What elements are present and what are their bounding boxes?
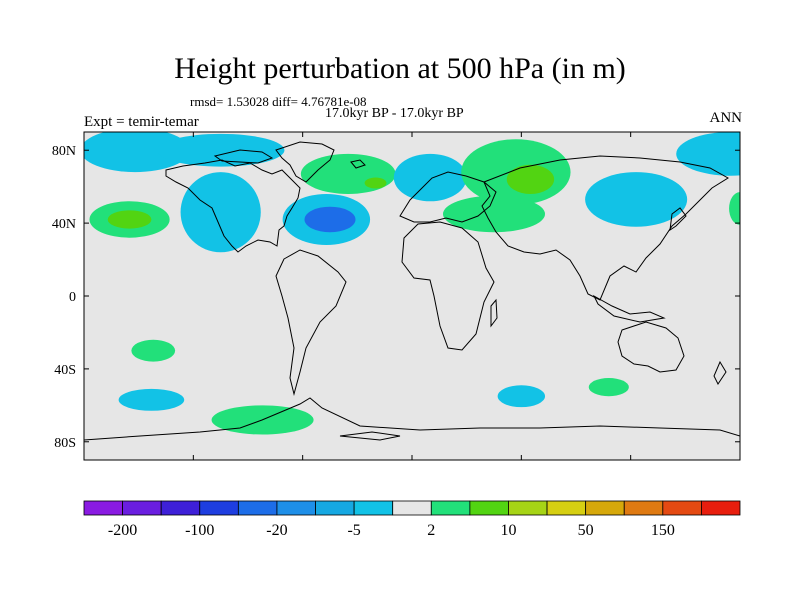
coastline-iceland	[350, 159, 366, 169]
colorbar-box-4	[237, 500, 278, 516]
anomaly-contours	[84, 132, 740, 435]
coastline-indonesia	[592, 294, 666, 323]
colorbar-boxes	[83, 500, 741, 516]
anomaly-region-16	[131, 339, 176, 362]
colorbar-box-11	[508, 500, 548, 516]
colorbar-box-8	[392, 500, 432, 516]
colorbar-box-3	[199, 500, 239, 516]
coastlines	[84, 141, 740, 441]
world-map-plot: 80N40N040S80S180120W60W060E120E180	[52, 131, 741, 461]
colorbar-box-10	[469, 500, 509, 516]
anomaly-region-12	[442, 195, 546, 233]
coastline-madagascar	[490, 298, 498, 328]
rmsd-diff-stats: rmsd= 1.53028 diff= 4.76781e-08	[190, 94, 367, 109]
colorbar-box-13	[585, 500, 625, 516]
anomaly-region-17	[118, 388, 185, 411]
coastline-asia	[481, 155, 729, 301]
anomaly-region-0	[84, 132, 190, 173]
colorbar-label: 2	[427, 522, 435, 539]
colorbar-box-14	[623, 500, 664, 516]
coastline-japan	[669, 207, 687, 232]
coastline-arctic-islands	[213, 149, 274, 164]
colorbar-box-5	[276, 500, 316, 516]
time-period-label: 17.0kyr BP - 17.0kyr BP	[325, 106, 464, 121]
figure-title: Height perturbation at 500 hPa (in m)	[174, 52, 626, 85]
coastline-antarctic-peninsula	[339, 431, 401, 441]
coastline-new-zealand	[713, 360, 727, 385]
anomaly-region-13	[585, 172, 688, 227]
anomaly-region-19	[497, 385, 546, 408]
lat-tick-label: 80N	[52, 144, 76, 159]
anomaly-region-4	[156, 133, 285, 167]
coastline-antarctica	[84, 397, 740, 441]
colorbar-label: 150	[651, 522, 675, 539]
anomaly-region-3	[180, 172, 261, 253]
anomaly-region-2	[107, 210, 152, 229]
colorbar-label: -5	[347, 522, 360, 539]
coastline-australia	[617, 321, 685, 373]
coastline-europe	[399, 171, 497, 223]
anomaly-region-15	[729, 192, 740, 225]
lat-tick-label: 80S	[54, 436, 76, 451]
anomaly-region-9	[393, 153, 467, 202]
coastline-north-america	[165, 159, 301, 253]
colorbar-box-16	[701, 500, 741, 516]
anomaly-region-6	[304, 206, 356, 233]
experiment-label: Expt = temir-temar	[84, 114, 199, 130]
coastline-south-america	[275, 249, 347, 396]
colorbar-box-6	[315, 500, 355, 516]
colorbar-box-0	[83, 500, 123, 516]
colorbar-label: -200	[108, 522, 137, 539]
anomaly-region-20	[588, 378, 629, 397]
lat-tick-label: 40S	[54, 363, 76, 378]
map-axis-ticks: 80N40N040S80S180120W60W060E120E180	[52, 132, 741, 460]
colorbar-box-2	[160, 500, 201, 516]
coastline-africa	[401, 221, 495, 351]
lat-tick-label: 40N	[52, 217, 76, 232]
lat-tick-label: 0	[69, 290, 76, 305]
coastline-greenland	[275, 141, 335, 183]
colorbar-box-1	[122, 500, 162, 516]
colorbar-box-9	[430, 500, 471, 516]
anomaly-region-11	[506, 164, 555, 194]
anomaly-region-8	[364, 177, 387, 189]
colorbar-label: -20	[266, 522, 287, 539]
colorbar-labels: -200 -100 -20 -5 2 10 50 150	[108, 522, 675, 539]
colorbar-box-7	[353, 500, 394, 516]
colorbar-box-12	[546, 500, 587, 516]
colorbar-label: -100	[185, 522, 214, 539]
colorbar-label: 10	[500, 522, 516, 539]
colorbar-label: 50	[578, 522, 594, 539]
colorbar-box-15	[662, 500, 702, 516]
season-label: ANN	[709, 110, 743, 126]
